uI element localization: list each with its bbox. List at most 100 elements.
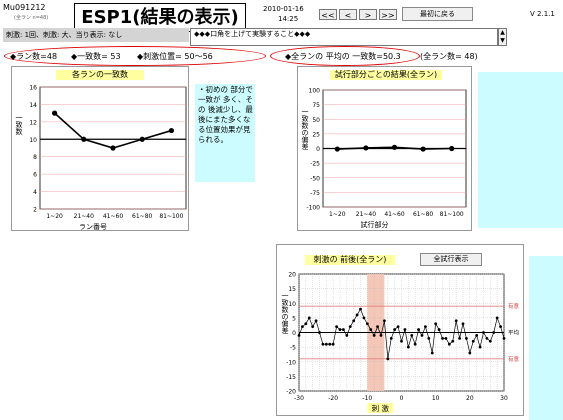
stats-highlight-left [4,46,266,66]
chart-stim-data-point [359,307,362,311]
chart-stim-xlabel: 刺 激 [372,403,390,413]
chart-stim-data-point [321,342,325,346]
chart-stim-data-point [427,336,431,340]
chart-stim-data-point [468,351,472,355]
chart-stim-ytick-label: -10 [286,359,296,366]
chart-stim-data-point [304,322,308,326]
right-cyan-panel-bottom [529,256,563,420]
total-runs: (全ラン数= 48) [420,52,478,61]
chart-stim-data-point [393,328,397,331]
chart-runs-ylabel: 一致数 [15,114,23,136]
chart-stim-ytick-label: 20 [288,272,296,279]
chart-sections-ytick-label: -50 [310,175,320,182]
chart-stim-title: 刺激の 前後(全ラン) [305,255,395,265]
nav-last-button[interactable]: >> [379,9,397,20]
chart-stim-xtick-label: 10 [432,395,440,402]
chart-stim-data-point [475,334,479,337]
match-count: ◆一致数= 53 [71,52,121,61]
chart-stim-xlabel-bg [367,403,394,413]
version-label: V 2.1.1 [530,10,555,18]
chart-stim-data-point [406,345,410,349]
chart-stim-xtick-label: 20 [466,395,474,402]
header-time: 14:25 [278,15,299,23]
chart-stim-ylabel: 一致数の偏差 [281,292,289,335]
chart-stim-data-point [437,328,441,331]
chart-stim-data-point [372,334,376,337]
chart-stim-data-point [461,322,465,326]
chart-stim-xtick-label: -10 [362,395,372,402]
chart-stim-data-point [424,325,427,329]
chart-runs-xtick-label: 21~40 [74,213,94,220]
chart-stim-data-point [335,325,338,329]
chart-stim-ytick-label: 0 [292,330,296,337]
chart-sections-ytick-label: 25 [312,131,320,138]
message-box[interactable]: ◆◆◆口角を上げて実験すること◆◆◆ [190,28,498,46]
chart-sections-xtick-label: 61~80 [413,211,433,218]
chart-stim-data-point [492,331,496,334]
chart-runs-ytick-label: 12 [29,119,37,126]
chart-stim-ytick-label: 15 [288,286,296,293]
chart-stim-data-point [345,334,349,337]
chart-sections-svg: 100 75 50 25 0 -25 -50 -75 -100 1~20 21~40 41~60 61~… [306,88,467,229]
chart-stim-data-point [369,328,373,331]
chart-stim-data-point [301,325,304,329]
settings-text: 刺激: 1回、刺激: 大、当り表示: なし [3,28,189,42]
show-all-trials-button[interactable]: 全試行表示 [420,253,482,266]
chart-sections-xlabel: 試行部分 [361,220,389,229]
nav-prev-button[interactable]: < [339,9,357,20]
chart-runs-xtick-label: 41~60 [103,213,123,220]
chart-stim-xtick-label: 30 [500,395,508,402]
message-scrollbar[interactable]: ▲ ▼ [498,28,507,46]
nav-next-button[interactable]: > [359,9,377,20]
chart-stim-data-point [417,328,420,331]
chart-runs-ytick-label: 14 [29,102,37,109]
chart-stim-data-point [447,342,451,346]
chart-stim-data-point [311,325,315,329]
chart-stim-data-point [482,331,485,334]
chart-stim-data-point [413,342,417,346]
chart-runs-ytick-label: 4 [33,189,37,196]
chart-stim-data-point [430,351,434,355]
chart-stim-xtick-label: 0 [400,395,404,402]
chart-stim-data-point [386,357,390,361]
chart-sections-xtick-label: 41~60 [384,211,404,218]
note-text: ・初めの 部分で一致が 多く、その 後減少し、最後にまた多くなる位置効果が見られ… [198,85,253,144]
header-code: Mu091212 [3,3,46,12]
chart-stim-sig-label: 有意 [508,302,520,310]
chart-stim-xtick-label: -30 [294,395,304,402]
chart-stim-data-point [495,316,499,320]
nav-first-button[interactable]: << [319,9,337,20]
chart-stim-sig-label: 有意 [508,355,520,363]
chart-runs-data-point [52,110,58,116]
chart-sections-data-point [391,144,398,150]
chart-stim-ytick-label: -15 [286,374,296,381]
chart-stim-ref-label: 平均 [508,329,520,337]
chart-stim-data-point [485,336,489,340]
chart-runs-svg: 16 14 12 10 8 6 4 2 1~20 21~40 41~60 61~80 81~100 ラン番… [29,85,187,231]
chart-stim-data-point [297,334,301,337]
chart-runs-panel: 各ランの一致数 一致数 16 14 12 10 8 6 4 2 1~20 21~40 41~60 61… [11,66,189,231]
reset-button[interactable]: 最初に戻る [402,7,473,21]
chart-runs-ytick-label: 8 [33,154,37,161]
chart-sections-xtick-label: 1~20 [329,211,346,218]
page-title: ESP1(結果の表示) [74,3,246,32]
chart-stim-data-point [342,328,345,331]
chart-sections-ytick-label: 75 [312,102,320,109]
chart-sections-data-point [334,146,340,152]
chart-runs-data-point [139,136,145,142]
scroll-down-icon[interactable]: ▼ [500,37,505,44]
chart-runs-ytick-label: 6 [33,172,37,179]
scroll-up-icon[interactable]: ▲ [500,29,505,36]
chart-sections-ytick-label: -25 [310,161,320,168]
stats-highlight-right [270,46,420,66]
chart-sections-ytick-label: 100 [309,88,321,95]
chart-stim-data-point [365,322,369,326]
chart-sections-ytick-label: -75 [310,190,320,197]
chart-stim-data-point [441,336,444,340]
chart-stim-data-point [338,328,342,331]
chart-stim-data-point [400,339,403,343]
chart-stim-data-point [488,339,492,343]
chart-stim-data-point [362,316,366,320]
chart-runs-xlabel: ラン番号 [79,223,107,231]
